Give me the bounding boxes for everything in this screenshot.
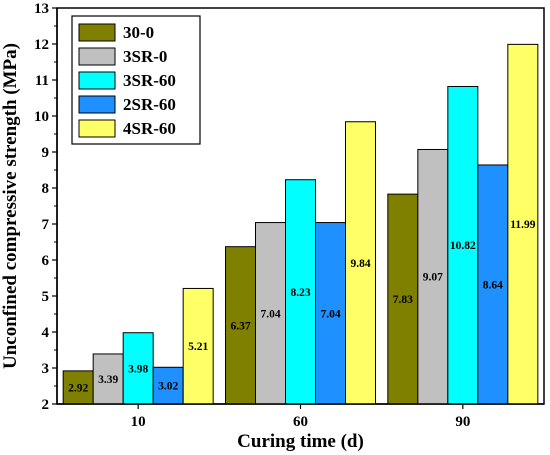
y-tick-label: 10	[34, 109, 49, 125]
y-tick-label: 12	[34, 37, 49, 53]
legend: 30-0 3SR-0 3SR-60 2SR-60 4SR-60	[71, 15, 201, 145]
y-tick-label: 3	[42, 361, 50, 377]
x-axis-ticks: 10 60 90	[131, 404, 470, 430]
y-tick-label: 5	[42, 289, 50, 305]
y-tick-label: 4	[42, 325, 50, 341]
data-label-3SR-0-10: 3.39	[98, 374, 118, 386]
data-labels: 2.92 3.39 3.98 3.02 5.21 6.37 7.04 8.23 7.04 9.84…	[68, 219, 536, 394]
y-tick-label: 13	[34, 1, 49, 17]
data-label-4SR-60-10: 5.21	[188, 341, 208, 353]
legend-label-4SR-60: 4SR-60	[123, 119, 176, 138]
data-label-30-0-90: 7.83	[393, 294, 413, 306]
legend-label-2SR-60: 2SR-60	[123, 95, 176, 114]
bar-3SR-60-90	[447, 85, 479, 405]
bar-30-0-10	[62, 370, 94, 405]
y-tick-label: 7	[42, 217, 50, 233]
legend-swatch-3SR-60	[78, 71, 116, 90]
legend-swatch-4SR-60	[78, 119, 116, 138]
x-tick-label: 60	[293, 414, 308, 430]
legend-swatch-3SR-0	[78, 47, 116, 66]
bar-3SR-0-60	[255, 222, 286, 405]
data-label-30-0-10: 2.92	[68, 382, 88, 394]
y-axis-title: Unconfined compressive strength (MPa)	[0, 43, 21, 369]
legend-swatch-2SR-60	[78, 95, 116, 114]
data-label-2SR-60-90: 8.64	[483, 279, 503, 291]
bar-4SR-60-10	[182, 287, 214, 405]
data-label-3SR-0-60: 7.04	[260, 308, 280, 320]
data-label-3SR-60-90: 10.82	[450, 240, 476, 252]
data-label-4SR-60-90: 11.99	[510, 219, 535, 231]
x-tick-label: 10	[131, 414, 146, 430]
bar-30-0-90	[387, 193, 419, 405]
y-tick-label: 8	[42, 181, 50, 197]
x-axis-title: Curing time (d)	[237, 431, 364, 452]
y-tick-label: 6	[42, 253, 50, 269]
y-tick-label: 11	[35, 73, 49, 89]
data-label-2SR-60-60: 7.04	[320, 308, 340, 320]
bars	[62, 43, 539, 405]
y-axis-ticks: 2 3 4 5 6 7 8 9 10 11 12 13	[34, 1, 57, 413]
legend-label-3SR-0: 3SR-0	[123, 47, 167, 66]
x-tick-label: 90	[455, 414, 470, 430]
data-label-3SR-0-90: 9.07	[423, 272, 443, 284]
legend-swatch-30-0	[78, 23, 116, 42]
legend-label-30-0: 30-0	[123, 23, 154, 42]
data-label-3SR-60-60: 8.23	[290, 287, 310, 299]
data-label-3SR-60-10: 3.98	[128, 363, 148, 375]
bar-2SR-60-60	[315, 222, 346, 405]
y-tick-label: 2	[42, 397, 50, 413]
data-label-30-0-60: 6.37	[230, 320, 250, 332]
bar-4SR-60-60	[345, 121, 376, 405]
data-label-2SR-60-10: 3.02	[158, 381, 178, 393]
legend-label-3SR-60: 3SR-60	[123, 71, 176, 90]
bar-4SR-60-90	[507, 43, 539, 405]
y-tick-label: 9	[42, 145, 50, 161]
data-label-4SR-60-60: 9.84	[350, 258, 370, 270]
